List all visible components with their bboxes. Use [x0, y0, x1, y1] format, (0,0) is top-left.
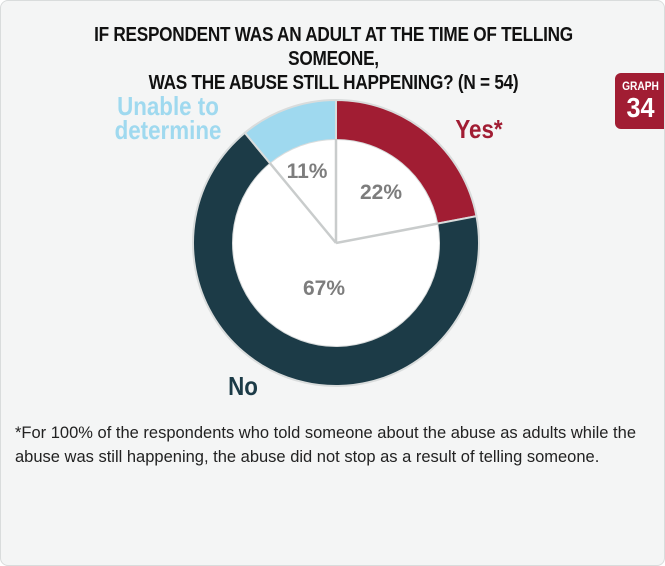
graph-number-badge: GRAPH 34	[615, 73, 664, 129]
title-line-1: IF RESPONDENT WAS AN ADULT AT THE TIME O…	[94, 24, 573, 70]
inner-wedge-no	[233, 163, 439, 346]
footnote: *For 100% of the respondents who told so…	[15, 424, 636, 466]
slice-label-unable-to-determine: Unable to determine	[115, 92, 222, 145]
chart-title: IF RESPONDENT WAS AN ADULT AT THE TIME O…	[65, 23, 603, 95]
graph-badge-number: 34	[626, 92, 655, 123]
slice-label-no: No	[228, 372, 258, 401]
donut-chart: 22% 67% 11% Yes* No Unable to determine	[115, 92, 504, 401]
inner-wedge-unable-to-determine	[270, 140, 336, 243]
slice-label-yes: Yes*	[455, 115, 503, 144]
graph-badge-label: GRAPH	[622, 79, 659, 93]
inner-wedge-yes	[336, 140, 438, 243]
slice-percent-yes: 22%	[360, 181, 402, 204]
slice-divider	[335, 222, 439, 245]
slice-percent-unable-to-determine: 11%	[287, 160, 328, 183]
slice-percent-no: 67%	[303, 277, 345, 300]
title-line-2: WAS THE ABUSE STILL HAPPENING? (N = 54)	[148, 72, 519, 94]
slice-divider	[268, 162, 337, 244]
